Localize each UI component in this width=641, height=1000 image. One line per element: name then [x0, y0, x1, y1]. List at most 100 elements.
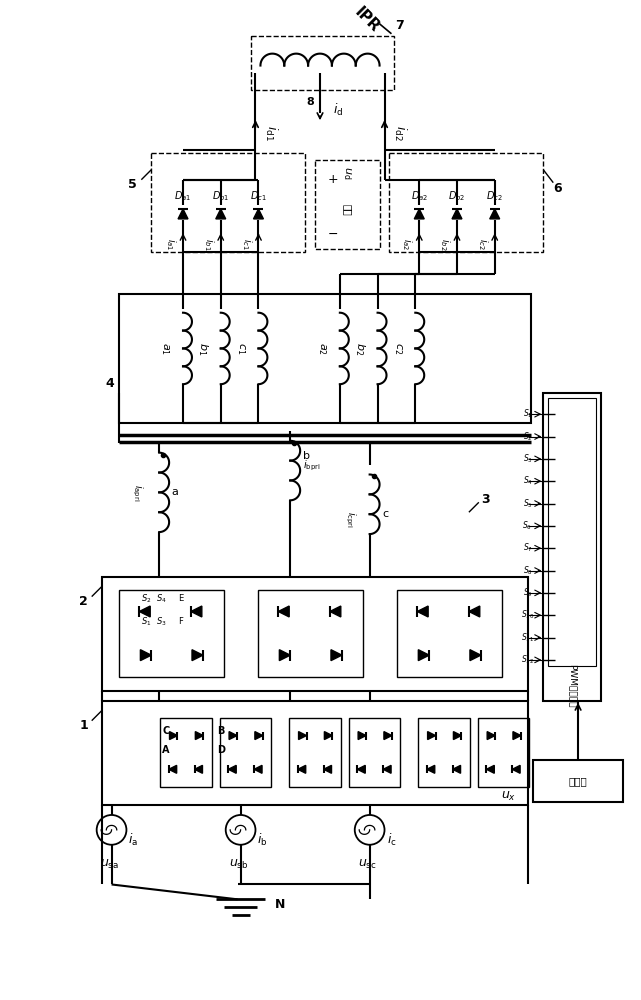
- Text: $S_5$: $S_5$: [522, 497, 532, 510]
- Bar: [160, 718, 212, 787]
- Polygon shape: [253, 209, 263, 219]
- Text: $i_{a2}$: $i_{a2}$: [401, 238, 414, 250]
- Text: $b_2$: $b_2$: [353, 342, 367, 355]
- Text: A: A: [162, 745, 170, 755]
- Text: $S_1$: $S_1$: [141, 615, 151, 628]
- Polygon shape: [490, 209, 500, 219]
- Text: B: B: [217, 726, 224, 736]
- Polygon shape: [512, 765, 520, 773]
- Polygon shape: [383, 765, 391, 773]
- Bar: [289, 718, 341, 787]
- Bar: [102, 577, 528, 691]
- Text: $i_{\mathrm{b}}$: $i_{\mathrm{b}}$: [257, 832, 268, 848]
- Text: $S_{11}$: $S_{11}$: [521, 631, 534, 644]
- Text: $S_4$: $S_4$: [522, 475, 533, 487]
- Text: $i_{c1}$: $i_{c1}$: [240, 238, 253, 250]
- Text: c: c: [383, 509, 388, 519]
- Polygon shape: [140, 650, 151, 661]
- Text: b: b: [303, 451, 310, 461]
- Text: $a_1$: $a_1$: [159, 342, 171, 355]
- Polygon shape: [513, 732, 521, 740]
- Text: $S_3$: $S_3$: [522, 453, 533, 465]
- Polygon shape: [469, 606, 479, 617]
- Text: $i_{\mathrm{a}}$: $i_{\mathrm{a}}$: [128, 832, 138, 848]
- Text: $S_2$: $S_2$: [141, 592, 151, 605]
- Text: $i_{a1}$: $i_{a1}$: [164, 238, 178, 250]
- Bar: [419, 718, 470, 787]
- Text: $u_{\mathrm{sb}}$: $u_{\mathrm{sb}}$: [229, 858, 248, 871]
- Text: $u_{\mathrm{sc}}$: $u_{\mathrm{sc}}$: [358, 858, 377, 871]
- Text: −: −: [328, 228, 338, 241]
- Text: +: +: [328, 173, 338, 186]
- Text: $i_{\mathrm{d2}}$: $i_{\mathrm{d2}}$: [392, 125, 408, 141]
- Bar: [315, 160, 379, 249]
- Text: $b_1$: $b_1$: [196, 342, 210, 355]
- Text: $c_1$: $c_1$: [235, 342, 247, 355]
- Polygon shape: [419, 650, 429, 661]
- Text: $i_{b2}$: $i_{b2}$: [438, 238, 452, 251]
- Bar: [220, 718, 271, 787]
- Polygon shape: [384, 732, 392, 740]
- Text: 4: 4: [105, 377, 114, 390]
- Bar: [119, 590, 224, 677]
- Polygon shape: [324, 765, 331, 773]
- Polygon shape: [427, 765, 435, 773]
- Polygon shape: [487, 765, 494, 773]
- Text: 控制器: 控制器: [569, 776, 587, 786]
- Text: $c_2$: $c_2$: [392, 342, 403, 355]
- Text: $S_8$: $S_8$: [522, 564, 533, 577]
- Text: 1: 1: [79, 719, 88, 732]
- Text: $i_{c2}$: $i_{c2}$: [476, 238, 490, 250]
- Polygon shape: [358, 732, 366, 740]
- Text: $a_2$: $a_2$: [316, 342, 328, 355]
- Text: $D_{c2}$: $D_{c2}$: [487, 190, 503, 203]
- Text: 7: 7: [395, 19, 404, 32]
- Text: $i_{\mathrm{bpri}}$: $i_{\mathrm{bpri}}$: [303, 458, 320, 473]
- Bar: [251, 36, 394, 90]
- Text: $D_{b1}$: $D_{b1}$: [212, 190, 229, 203]
- Text: a: a: [172, 487, 178, 497]
- Text: N: N: [275, 898, 285, 911]
- Polygon shape: [417, 606, 428, 617]
- Polygon shape: [178, 209, 188, 219]
- Bar: [151, 153, 305, 252]
- Text: 8: 8: [306, 97, 314, 107]
- Text: $D_{c1}$: $D_{c1}$: [250, 190, 267, 203]
- Text: $i_{\mathrm{c}}$: $i_{\mathrm{c}}$: [387, 832, 396, 848]
- Polygon shape: [279, 650, 290, 661]
- Text: $S_4$: $S_4$: [156, 592, 167, 605]
- Text: $i_{\mathrm{apri}}$: $i_{\mathrm{apri}}$: [130, 484, 145, 501]
- Bar: [349, 718, 401, 787]
- Bar: [397, 590, 502, 677]
- Bar: [102, 701, 528, 805]
- Text: PWM驱动电路: PWM驱动电路: [568, 664, 577, 708]
- Text: $i_{\mathrm{cpri}}$: $i_{\mathrm{cpri}}$: [342, 511, 357, 528]
- Text: $u_{\mathrm{sa}}$: $u_{\mathrm{sa}}$: [100, 858, 119, 871]
- Polygon shape: [169, 732, 178, 740]
- Polygon shape: [414, 209, 424, 219]
- Text: $D_{b2}$: $D_{b2}$: [448, 190, 465, 203]
- Text: D: D: [217, 745, 225, 755]
- Text: $D_{a2}$: $D_{a2}$: [411, 190, 428, 203]
- Text: 2: 2: [79, 595, 88, 608]
- Text: $S_1$: $S_1$: [522, 408, 532, 420]
- Polygon shape: [169, 765, 177, 773]
- Polygon shape: [299, 732, 306, 740]
- Polygon shape: [139, 606, 150, 617]
- Text: $u_{\mathrm{d}}$: $u_{\mathrm{d}}$: [341, 166, 353, 179]
- Text: $i_{\mathrm{d}}$: $i_{\mathrm{d}}$: [333, 102, 343, 118]
- Polygon shape: [324, 732, 332, 740]
- Polygon shape: [278, 606, 289, 617]
- Text: $S_6$: $S_6$: [522, 520, 533, 532]
- Polygon shape: [255, 732, 263, 740]
- Polygon shape: [428, 732, 435, 740]
- Bar: [548, 398, 596, 666]
- Text: $i_{b1}$: $i_{b1}$: [202, 238, 216, 251]
- Bar: [533, 760, 623, 802]
- Text: C: C: [163, 726, 170, 736]
- Text: $i_{\mathrm{d1}}$: $i_{\mathrm{d1}}$: [263, 125, 279, 141]
- Polygon shape: [470, 650, 481, 661]
- Polygon shape: [298, 765, 306, 773]
- Polygon shape: [453, 732, 462, 740]
- Polygon shape: [194, 765, 203, 773]
